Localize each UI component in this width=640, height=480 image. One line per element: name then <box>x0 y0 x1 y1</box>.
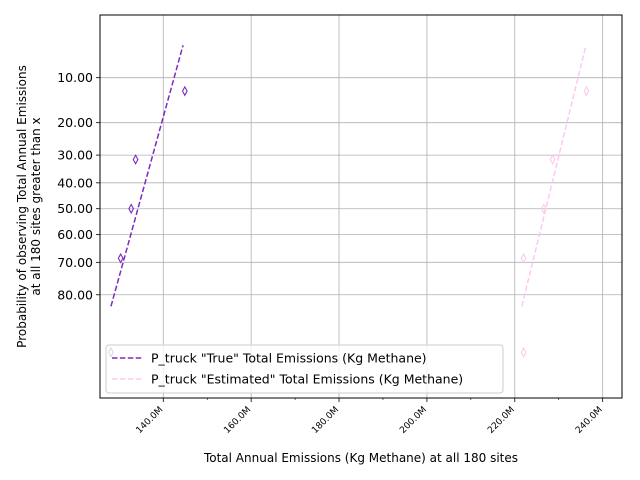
y-axis: 10.00 20.00 30.00 40.00 50.00 60.00 70.00 80.00 <box>57 70 100 302</box>
plot-frame <box>99 14 623 399</box>
grid <box>100 15 622 398</box>
legend-box <box>105 344 504 394</box>
series-1 <box>108 45 188 358</box>
y-tick-label: 40.00 <box>57 175 93 190</box>
y-tick-label: 20.00 <box>57 115 93 130</box>
series-layer <box>108 45 590 358</box>
legend-label: P_truck "True" Total Emissions (Kg Metha… <box>151 351 427 366</box>
data-point <box>117 252 124 264</box>
y-tick-label: 10.00 <box>57 70 93 85</box>
legend-label: P_truck "Estimated" Total Emissions (Kg … <box>151 372 463 387</box>
data-point <box>540 203 547 215</box>
y-tick-label: 60.00 <box>57 227 93 242</box>
x-tick-label: 200.0M <box>398 405 429 436</box>
legend: P_truck "True" Total Emissions (Kg Metha… <box>105 344 504 394</box>
series-2 <box>520 45 590 358</box>
y-tick-label: 30.00 <box>57 148 93 163</box>
x-tick-label: 140.0M <box>135 405 166 436</box>
y-axis-title-line: Probability of observing Total Annual Em… <box>15 65 29 348</box>
data-point <box>132 154 139 165</box>
x-tick-label: 180.0M <box>310 405 341 436</box>
y-tick-label: 50.00 <box>57 201 93 216</box>
x-tick-label: 220.0M <box>486 405 517 436</box>
fit-line <box>110 45 184 307</box>
x-axis: 140.0M 160.0M 180.0M 200.0M 220.0M 240.0M <box>135 398 605 436</box>
y-tick-label: 70.00 <box>57 255 93 270</box>
data-point <box>520 347 527 358</box>
y-axis-title-line: at all 180 sites greater than x <box>29 117 43 295</box>
x-tick-label: 240.0M <box>574 405 605 436</box>
data-point <box>583 85 590 97</box>
x-axis-title: Total Annual Emissions (Kg Methane) at a… <box>203 451 518 465</box>
data-point <box>549 154 556 165</box>
x-tick-label: 160.0M <box>222 405 253 436</box>
fit-line <box>521 45 587 307</box>
y-axis-title: Probability of observing Total Annual Em… <box>15 65 43 348</box>
data-point <box>181 85 188 97</box>
data-point <box>128 203 135 215</box>
data-point <box>520 252 527 264</box>
y-tick-label: 80.00 <box>57 287 93 302</box>
